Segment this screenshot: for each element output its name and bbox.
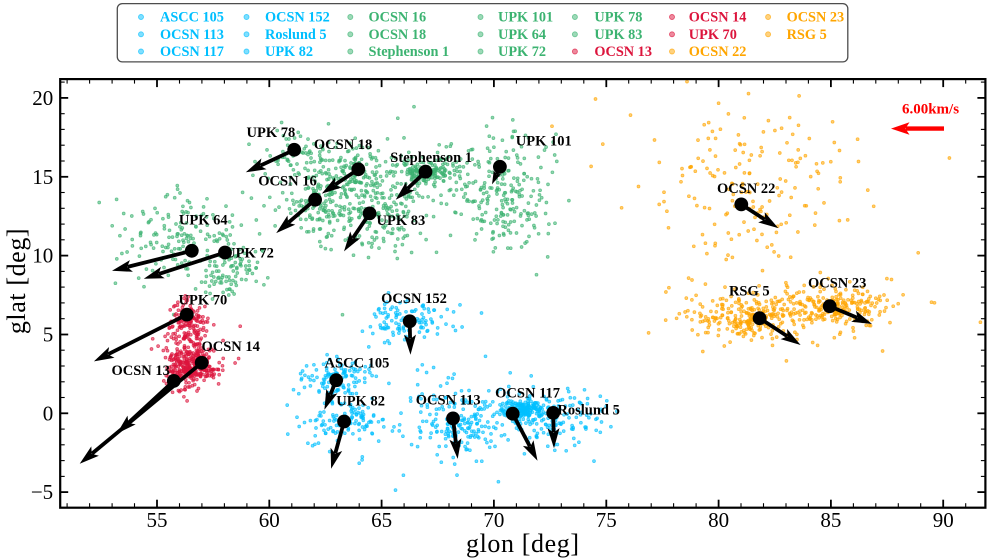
svg-text:OCSN 18: OCSN 18 [314,137,372,153]
svg-text:UPK 70: UPK 70 [179,292,228,308]
svg-text:60: 60 [259,508,280,532]
svg-text:OCSN 13: OCSN 13 [594,44,652,60]
svg-text:OCSN 117: OCSN 117 [160,44,224,60]
svg-text:OCSN 13: OCSN 13 [111,363,169,379]
svg-text:UPK 72: UPK 72 [498,44,546,60]
svg-text:70: 70 [483,508,504,532]
svg-text:10: 10 [32,244,53,268]
svg-text:glat [deg]: glat [deg] [2,228,31,334]
svg-text:OCSN 113: OCSN 113 [160,27,224,43]
svg-text:UPK 78: UPK 78 [594,10,642,26]
svg-text:OCSN 23: OCSN 23 [808,275,866,291]
svg-text:UPK 82: UPK 82 [336,394,385,410]
svg-text:UPK 82: UPK 82 [265,44,313,60]
svg-text:OCSN 14: OCSN 14 [689,10,747,26]
svg-text:OCSN 16: OCSN 16 [258,174,316,190]
svg-text:OCSN 152: OCSN 152 [265,10,330,26]
svg-text:UPK 64: UPK 64 [179,212,228,228]
svg-text:UPK 101: UPK 101 [498,10,553,26]
svg-text:UPK 78: UPK 78 [247,125,296,141]
svg-text:UPK 83: UPK 83 [594,27,642,43]
svg-text:OCSN 22: OCSN 22 [689,44,747,60]
svg-text:OCSN 16: OCSN 16 [369,10,427,26]
svg-text:ASCC 105: ASCC 105 [325,355,390,371]
svg-text:Roslund 5: Roslund 5 [557,403,619,419]
svg-text:OCSN 117: OCSN 117 [495,386,560,402]
svg-text:Stephenson 1: Stephenson 1 [369,44,450,60]
svg-text:OCSN 22: OCSN 22 [717,181,775,197]
svg-text:6.00km/s: 6.00km/s [902,102,959,118]
svg-text:55: 55 [147,508,168,532]
svg-text:UPK 72: UPK 72 [225,246,274,262]
svg-text:RSG 5: RSG 5 [787,27,827,43]
svg-text:UPK 101: UPK 101 [516,133,572,149]
svg-text:0: 0 [43,401,54,425]
svg-text:RSG 5: RSG 5 [729,283,770,299]
svg-text:OCSN 113: OCSN 113 [416,393,481,409]
svg-text:80: 80 [708,508,729,532]
svg-text:ASCC 105: ASCC 105 [160,10,224,26]
svg-text:65: 65 [371,508,392,532]
svg-text:OCSN 18: OCSN 18 [369,27,427,43]
svg-text:90: 90 [933,508,954,532]
svg-text:5: 5 [43,323,54,347]
svg-text:75: 75 [596,508,617,532]
svg-text:glon [deg]: glon [deg] [466,529,580,558]
svg-text:UPK 64: UPK 64 [498,27,546,43]
svg-text:OCSN 152: OCSN 152 [381,291,447,307]
svg-text:20: 20 [32,86,53,110]
svg-text:OCSN 14: OCSN 14 [201,339,259,355]
svg-text:85: 85 [820,508,841,532]
svg-text:Stephenson 1: Stephenson 1 [390,150,472,166]
svg-text:OCSN 23: OCSN 23 [787,10,845,26]
svg-text:15: 15 [32,165,53,189]
svg-text:Roslund 5: Roslund 5 [265,27,327,43]
svg-text:−5: −5 [31,480,53,504]
svg-text:UPK 70: UPK 70 [689,27,737,43]
svg-text:UPK 83: UPK 83 [377,213,426,229]
